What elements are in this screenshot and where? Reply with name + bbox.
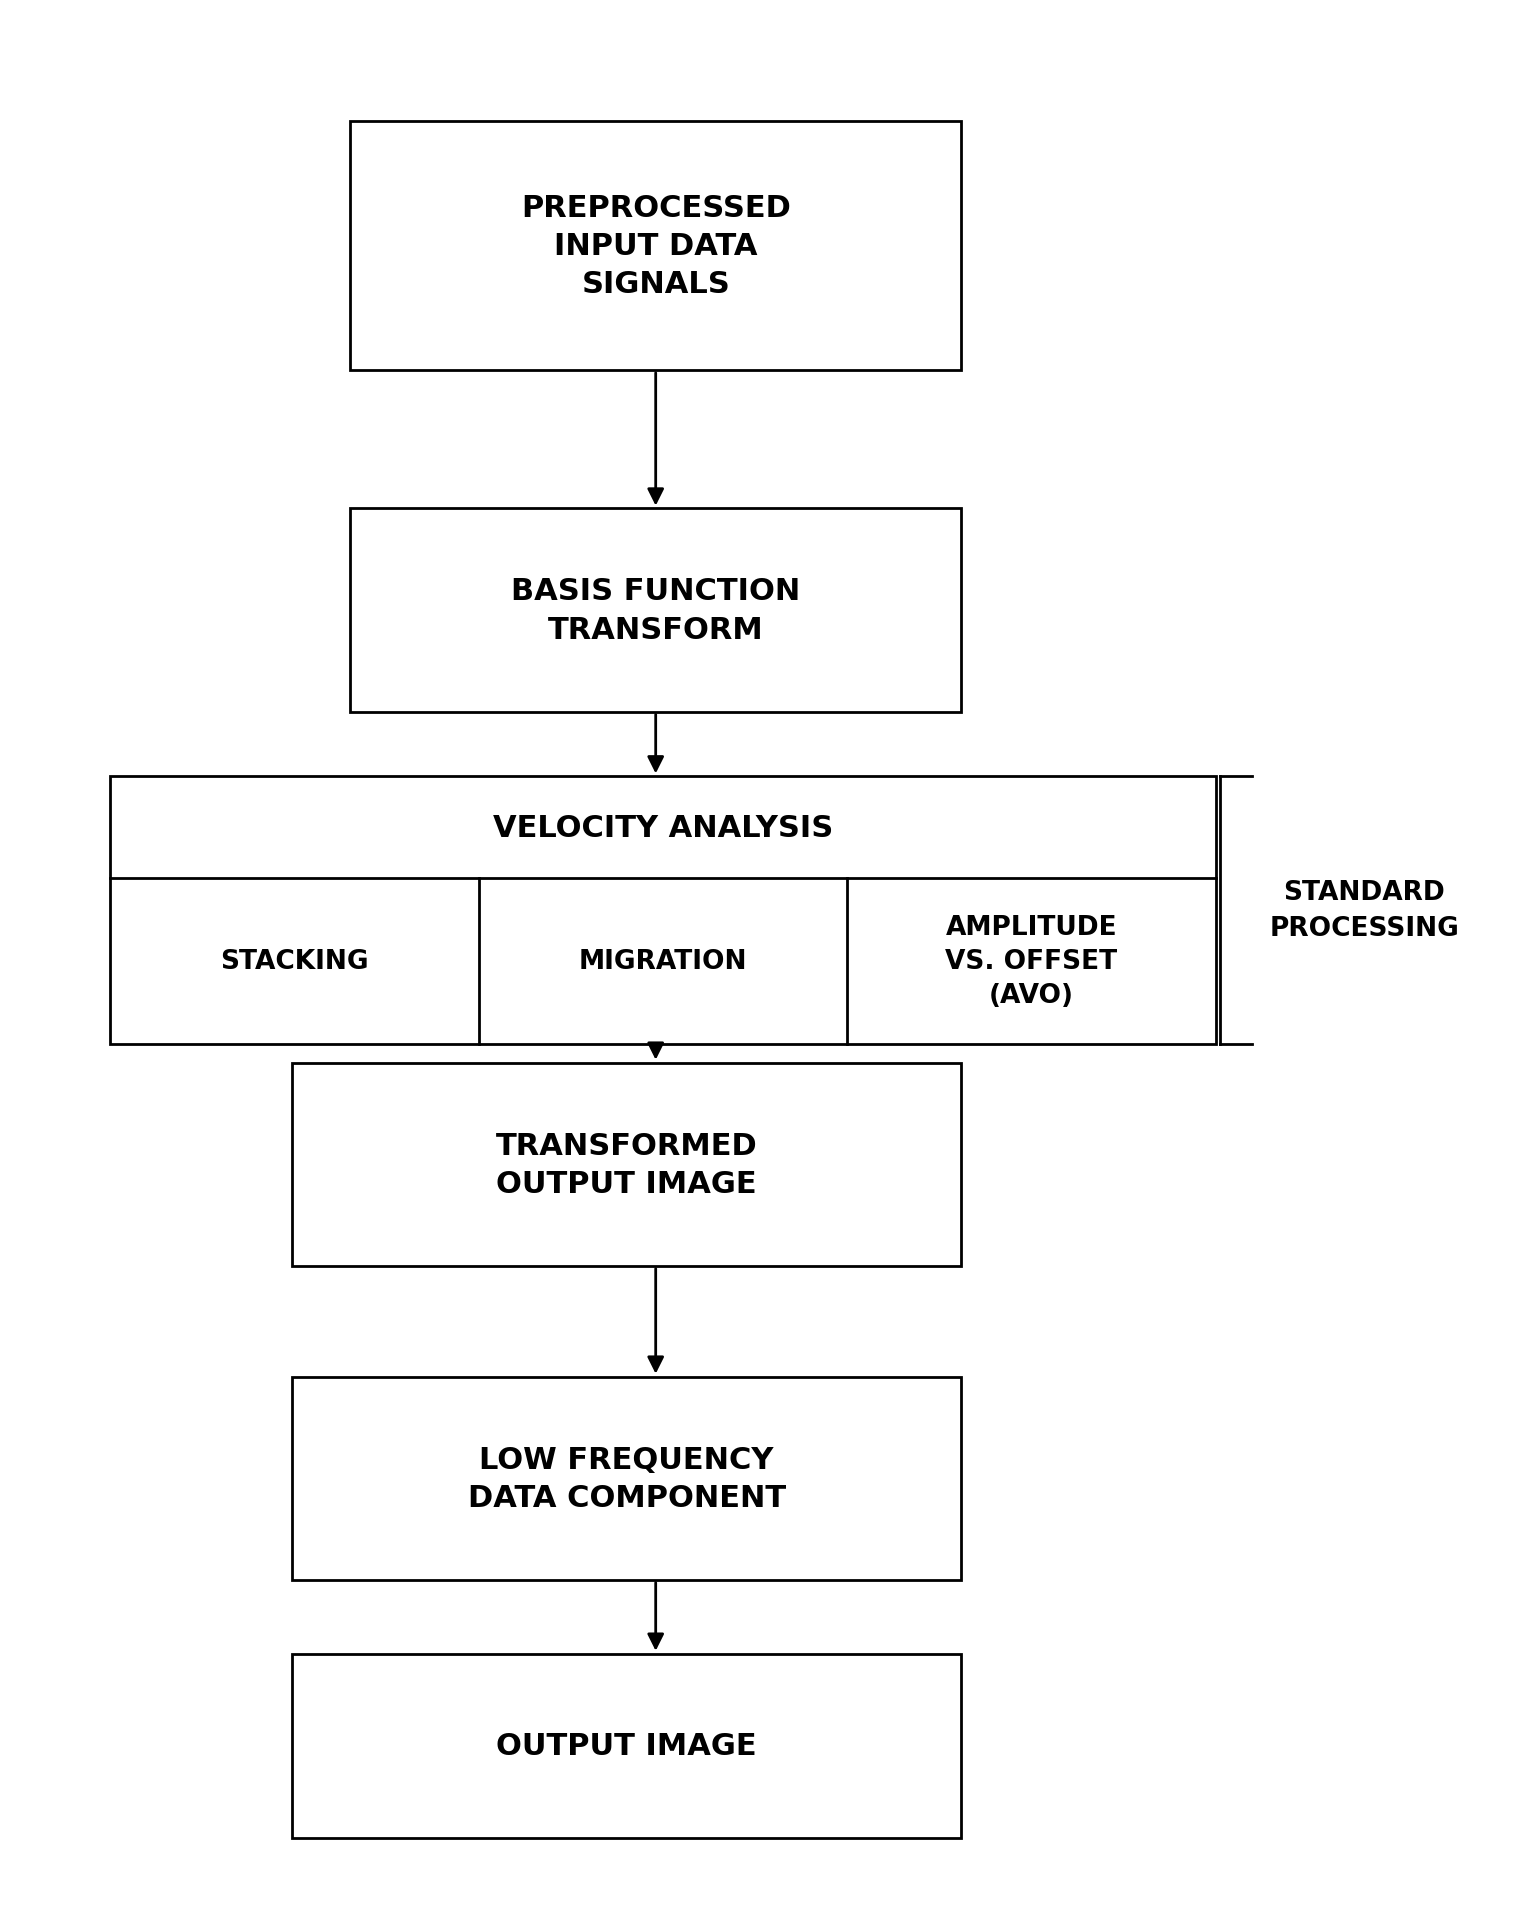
Text: STACKING: STACKING	[220, 948, 368, 975]
Text: BASIS FUNCTION
TRANSFORM: BASIS FUNCTION TRANSFORM	[511, 577, 800, 644]
Bar	[292, 1377, 961, 1581]
Bar	[350, 121, 961, 371]
Bar	[292, 1654, 961, 1838]
Text: AMPLITUDE
VS. OFFSET
(AVO): AMPLITUDE VS. OFFSET (AVO)	[945, 915, 1118, 1008]
Text: LOW FREQUENCY
DATA COMPONENT: LOW FREQUENCY DATA COMPONENT	[468, 1444, 786, 1511]
Bar	[292, 1063, 961, 1265]
Bar	[111, 777, 1215, 1044]
Text: PREPROCESSED
INPUT DATA
SIGNALS: PREPROCESSED INPUT DATA SIGNALS	[521, 194, 791, 298]
Text: TRANSFORMED
OUTPUT IMAGE: TRANSFORMED OUTPUT IMAGE	[495, 1131, 758, 1198]
Text: STANDARD
PROCESSING: STANDARD PROCESSING	[1270, 879, 1459, 942]
Text: OUTPUT IMAGE: OUTPUT IMAGE	[497, 1731, 758, 1761]
Bar	[350, 510, 961, 712]
Text: VELOCITY ANALYSIS: VELOCITY ANALYSIS	[492, 813, 833, 842]
Text: MIGRATION: MIGRATION	[579, 948, 747, 975]
